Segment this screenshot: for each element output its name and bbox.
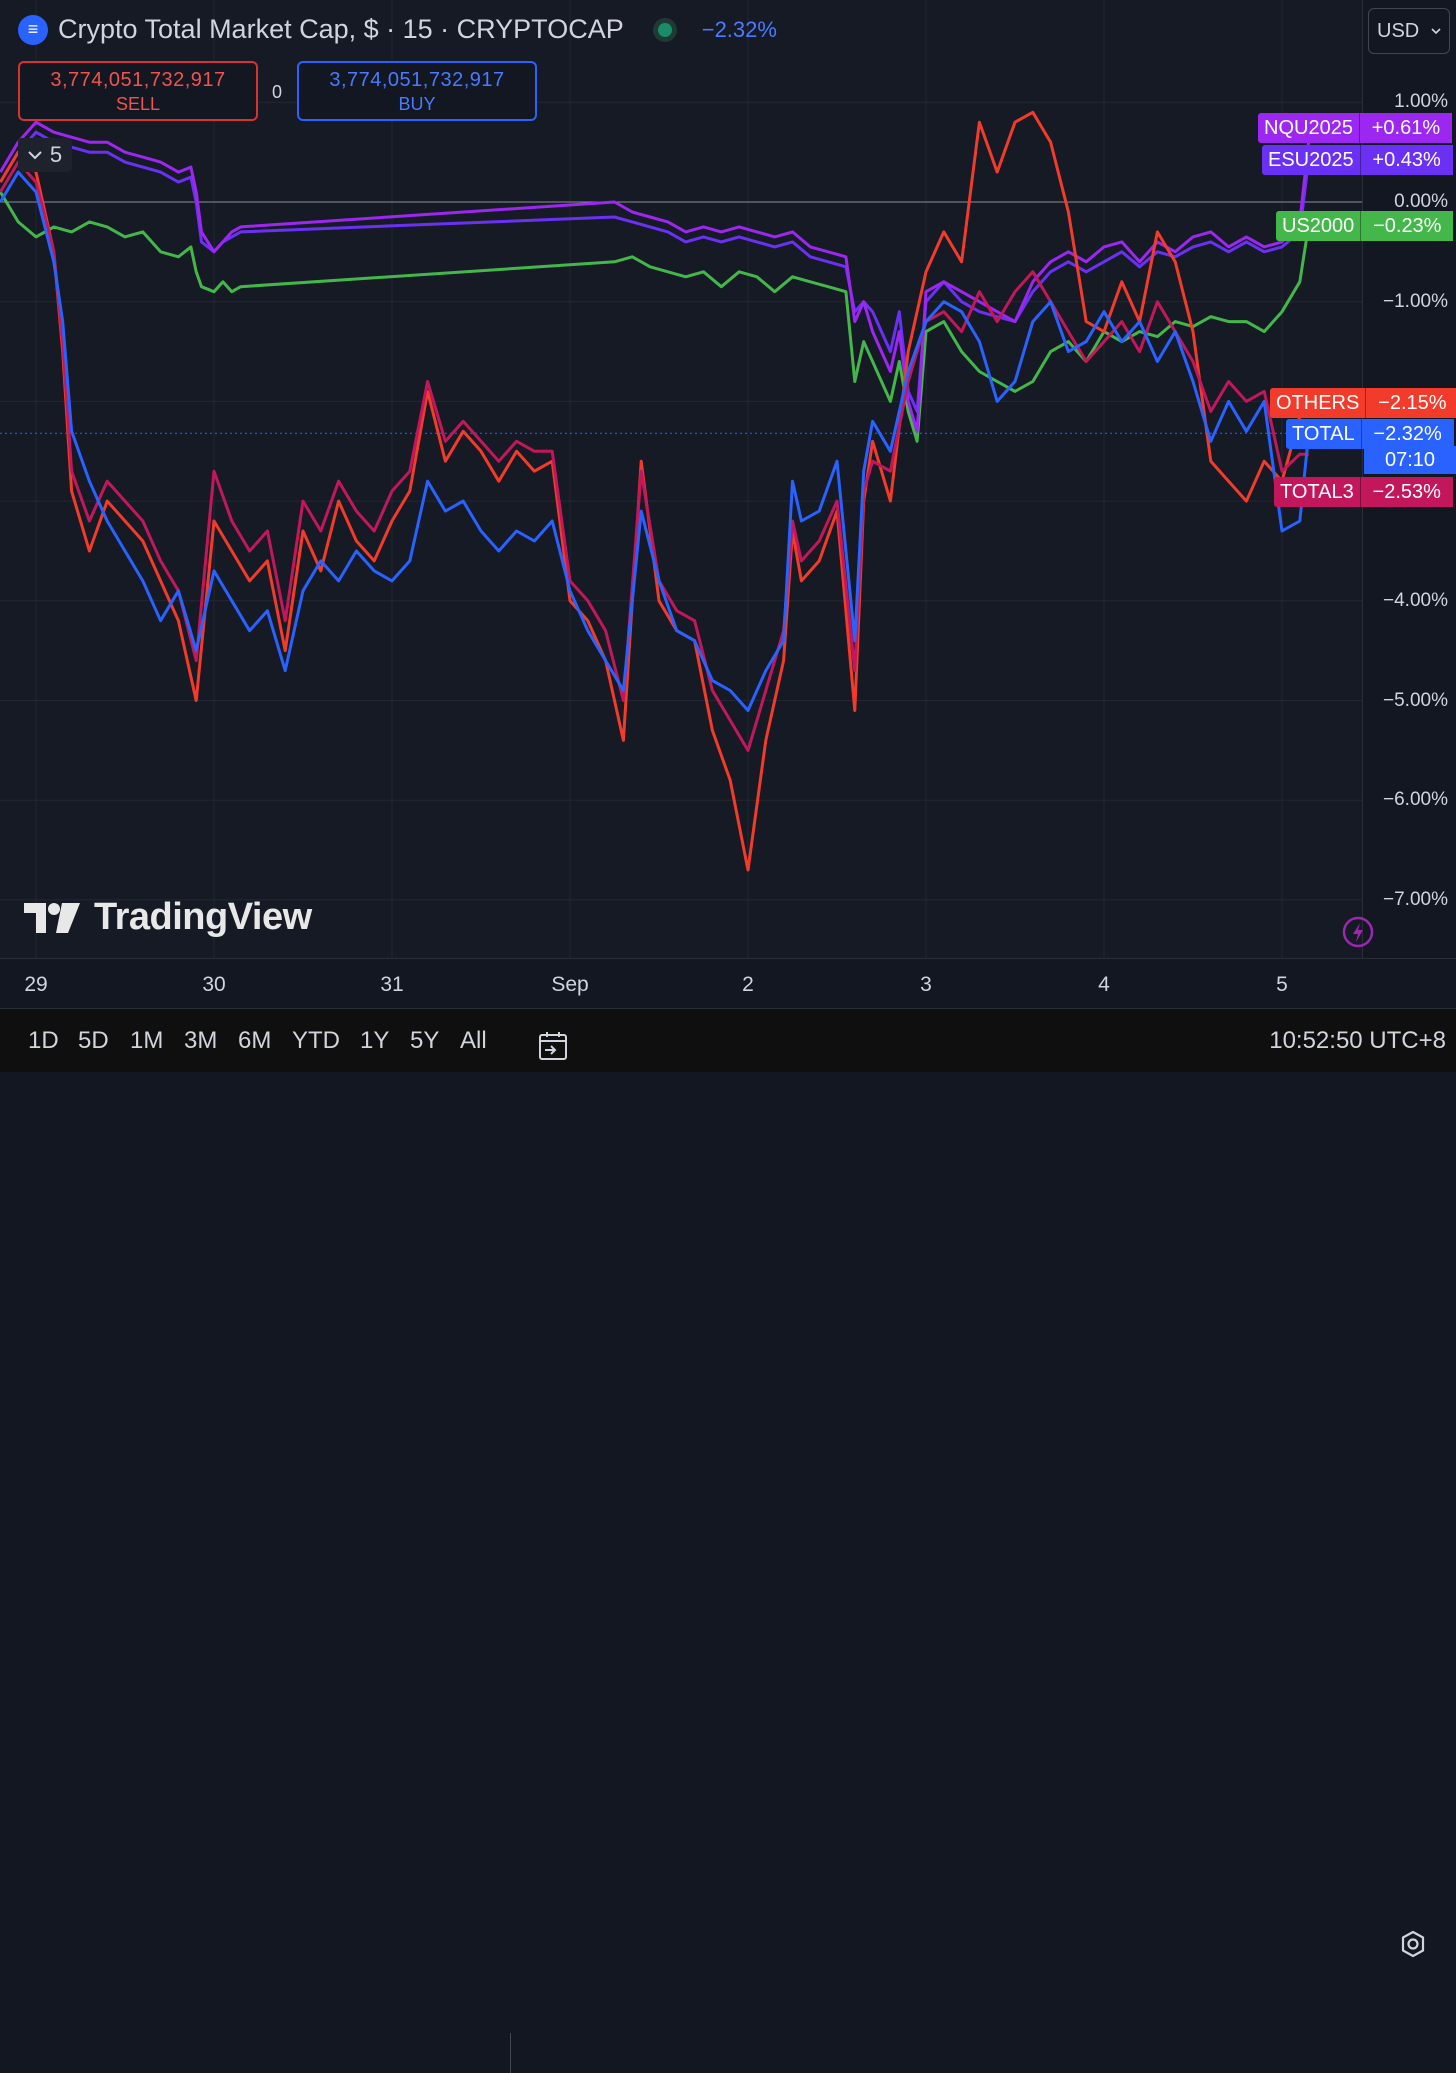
x-tick-label: 30 bbox=[202, 973, 226, 996]
series-tag-us2000[interactable]: US2000 −0.23% bbox=[1276, 211, 1454, 241]
range-button-1d[interactable]: 1D bbox=[28, 1027, 59, 1054]
calendar-icon[interactable] bbox=[536, 1029, 570, 1063]
series-tag-others[interactable]: OTHERS −2.15% bbox=[1270, 388, 1456, 418]
series-tag-name: OTHERS bbox=[1270, 388, 1366, 418]
y-tick-label: 0.00% bbox=[1394, 191, 1448, 212]
series-tag-value: +0.61% bbox=[1358, 113, 1452, 143]
y-tick-label: −6.00% bbox=[1383, 789, 1448, 811]
symbol-title[interactable]: Crypto Total Market Cap, $ · 15 · CRYPTO… bbox=[58, 14, 624, 44]
x-tick-label: Sep bbox=[551, 973, 589, 996]
crypto-cap-icon: ≡ bbox=[18, 14, 48, 45]
series-line-others[interactable] bbox=[0, 110, 1309, 872]
series-line-us2000[interactable] bbox=[0, 191, 1311, 443]
x-tick-label: 2 bbox=[742, 973, 754, 996]
series-tag-value: −2.53% bbox=[1359, 477, 1453, 507]
range-button-ytd[interactable]: YTD bbox=[292, 1027, 340, 1054]
range-button-3m[interactable]: 3M bbox=[184, 1027, 218, 1054]
range-button-5y[interactable]: 5Y bbox=[410, 1027, 440, 1054]
chart-legend[interactable]: ≡ Crypto Total Market Cap, $ · 15 · CRYP… bbox=[18, 14, 777, 45]
series-line-nqu2025[interactable] bbox=[0, 120, 1311, 433]
currency-label: USD bbox=[1377, 19, 1420, 42]
series-tag-value: −0.23% bbox=[1360, 211, 1454, 241]
buy-label: BUY bbox=[398, 94, 436, 114]
brand-name: TradingView bbox=[94, 896, 312, 938]
indicators-count: 5 bbox=[49, 142, 63, 167]
series-tag-name: ESU2025 bbox=[1262, 145, 1360, 175]
sell-label: SELL bbox=[115, 94, 161, 114]
x-tick-label: 4 bbox=[1098, 973, 1110, 996]
y-tick-label: −5.00% bbox=[1383, 689, 1448, 711]
series-tag-value: −2.15% bbox=[1365, 388, 1456, 418]
y-tick-label: −4.00% bbox=[1383, 589, 1448, 611]
x-tick-label: 29 bbox=[24, 973, 48, 996]
series-tag-name: US2000 bbox=[1276, 211, 1361, 241]
y-tick-label: −7.00% bbox=[1383, 888, 1448, 910]
series-tag-name: TOTAL bbox=[1286, 419, 1361, 449]
range-button-all[interactable]: All bbox=[460, 1027, 487, 1054]
bar-countdown: 07:10 bbox=[1364, 446, 1456, 474]
sell-price: 3,774,051,732,917 bbox=[50, 69, 226, 91]
buy-price: 3,774,051,732,917 bbox=[329, 69, 505, 91]
series-line-total[interactable] bbox=[0, 170, 1311, 712]
tradingview-logo[interactable]: TradingView bbox=[24, 896, 312, 939]
series-tag-name: NQU2025 bbox=[1258, 113, 1359, 143]
series-tag-name: TOTAL3 bbox=[1274, 477, 1360, 507]
x-tick-label: 3 bbox=[920, 973, 932, 996]
range-button-1y[interactable]: 1Y bbox=[360, 1027, 390, 1054]
y-tick-label: −1.00% bbox=[1383, 290, 1448, 312]
gear-icon[interactable] bbox=[1398, 1929, 1428, 1959]
chevron-down-icon bbox=[28, 151, 42, 160]
tradingview-logo-icon bbox=[24, 902, 80, 933]
range-button-6m[interactable]: 6M bbox=[238, 1027, 272, 1054]
series-tag-value: +0.43% bbox=[1359, 145, 1453, 175]
series-tag-total[interactable]: TOTAL −2.32% bbox=[1286, 419, 1454, 449]
chevron-down-icon bbox=[1431, 28, 1441, 35]
series-tag-esu2025[interactable]: ESU2025 +0.43% bbox=[1262, 145, 1453, 175]
series-tag-value: −2.32% bbox=[1360, 419, 1454, 449]
range-button-1m[interactable]: 1M bbox=[130, 1027, 164, 1054]
symbol-change: −2.32% bbox=[701, 16, 777, 42]
series-tag-nqu2025[interactable]: NQU2025 +0.61% bbox=[1258, 113, 1452, 143]
series-line-total3[interactable] bbox=[0, 160, 1309, 752]
lightning-icon[interactable] bbox=[1342, 916, 1374, 948]
time-scale[interactable]: 29 30 31 Sep 2 3 4 5 bbox=[0, 958, 1456, 1958]
buy-button[interactable]: 3,774,051,732,917 BUY bbox=[297, 61, 537, 121]
range-button-5d[interactable]: 5D bbox=[78, 1027, 109, 1054]
spread-value: 0 bbox=[272, 82, 283, 102]
clock[interactable]: 10:52:50 UTC+8 bbox=[1269, 1027, 1446, 1054]
market-status-dot[interactable] bbox=[657, 22, 672, 37]
chart-plot[interactable] bbox=[0, 0, 1362, 958]
sell-button[interactable]: 3,774,051,732,917 SELL bbox=[18, 61, 258, 121]
toolbar-divider bbox=[510, 2033, 511, 2073]
x-tick-label: 31 bbox=[380, 973, 404, 996]
series-tag-total3[interactable]: TOTAL3 −2.53% bbox=[1274, 477, 1453, 507]
chart-area[interactable] bbox=[0, 0, 1362, 958]
currency-selector[interactable]: USD bbox=[1368, 8, 1450, 54]
y-tick-label: 1.00% bbox=[1394, 91, 1448, 113]
bottom-toolbar: 10:52:50 UTC+8 1D 5D 1M 3M 6M YTD 1Y 5Y All bbox=[0, 1008, 1456, 2073]
indicators-toggle-button[interactable]: 5 bbox=[18, 138, 72, 172]
x-tick-label: 5 bbox=[1276, 973, 1288, 996]
